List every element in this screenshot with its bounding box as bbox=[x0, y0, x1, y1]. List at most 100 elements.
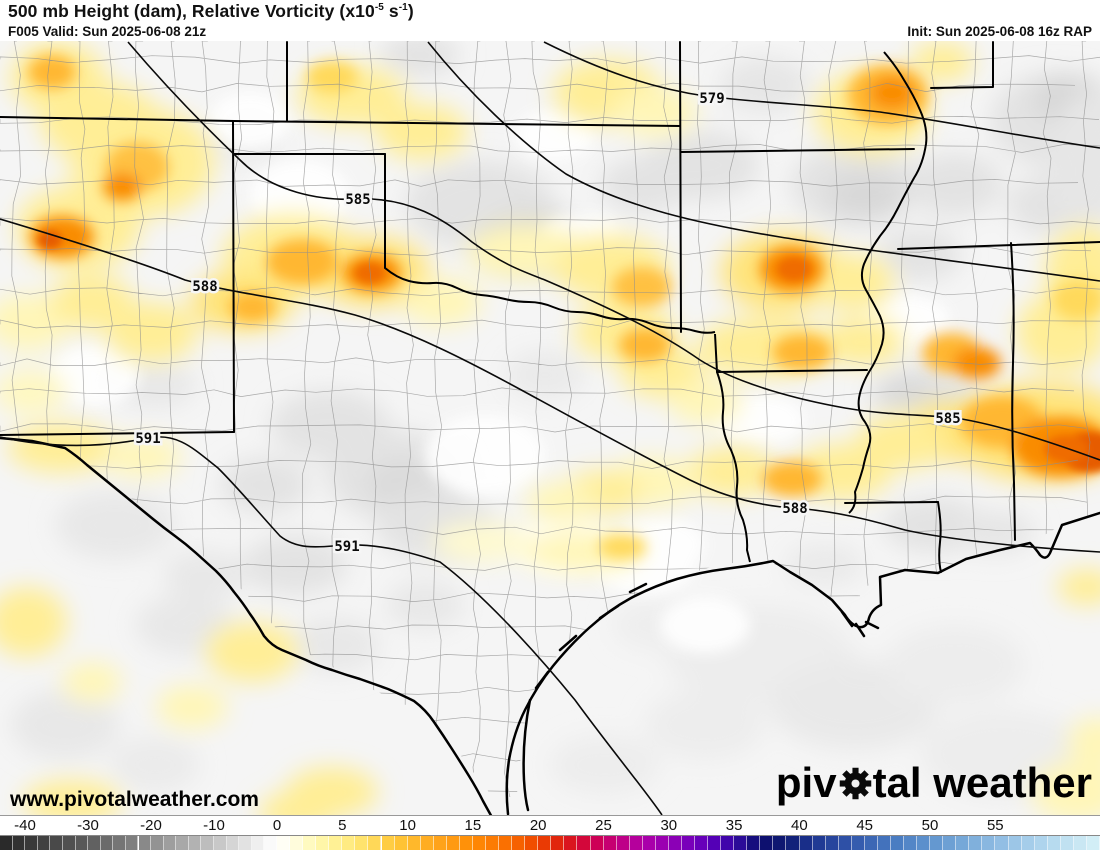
colorbar-cell bbox=[113, 836, 126, 850]
colorbar-cell bbox=[721, 836, 735, 850]
colorbar-cell bbox=[799, 836, 813, 850]
colorbar-cell bbox=[188, 836, 202, 850]
colorbar-cell bbox=[316, 836, 330, 850]
colorbar-cell bbox=[277, 836, 291, 850]
colorbar-cell bbox=[982, 836, 996, 850]
colorbar-cell bbox=[12, 836, 26, 850]
colorbar-cell bbox=[62, 836, 76, 850]
colorbar-cell bbox=[499, 836, 513, 850]
colorbar-cell bbox=[1047, 836, 1061, 850]
contour-582 bbox=[427, 41, 1100, 282]
contour-588 bbox=[0, 218, 1100, 553]
colorbar-cell bbox=[100, 836, 114, 850]
colorbar-cell bbox=[890, 836, 905, 850]
colorbar-cell bbox=[1086, 836, 1100, 850]
page-title: 500 mb Height (dam), Relative Vorticity … bbox=[8, 1, 414, 22]
valid-time-label: F005 Valid: Sun 2025-06-08 21z bbox=[8, 24, 207, 39]
title-superscript-unit: -1 bbox=[398, 2, 408, 14]
colorbar-cell bbox=[956, 836, 970, 850]
colorbar-cell bbox=[1008, 836, 1022, 850]
colorbar-tick-50: 50 bbox=[921, 817, 939, 834]
colorbar-cell bbox=[629, 836, 643, 850]
colorbar-cell bbox=[355, 836, 369, 850]
red-river bbox=[384, 267, 716, 334]
colorbar-cell bbox=[37, 836, 51, 850]
colorbar-cell bbox=[904, 836, 918, 850]
colorbar-cell bbox=[538, 836, 552, 850]
colorbar-cell bbox=[760, 836, 774, 850]
title-text: 500 mb Height (dam), Relative Vorticity … bbox=[8, 1, 375, 21]
colorbar-cell bbox=[125, 836, 139, 850]
colorbar-cell bbox=[590, 836, 604, 850]
colorbar-tick--30: -30 bbox=[77, 817, 99, 834]
colorbar-cell bbox=[642, 836, 656, 850]
colorbar-cell bbox=[433, 836, 447, 850]
colorbar-cell bbox=[838, 836, 852, 850]
colorbar-cell bbox=[0, 836, 13, 850]
colorbar-cell bbox=[88, 836, 101, 850]
contour-label-579: 579 bbox=[699, 91, 724, 107]
county-lines bbox=[0, 41, 1100, 815]
colorbar-cell bbox=[290, 836, 304, 850]
colorbar-tick-15: 15 bbox=[464, 817, 482, 834]
colorbar-cell bbox=[1021, 836, 1035, 850]
colorbar-cell bbox=[226, 836, 240, 850]
colorbar-cell bbox=[459, 836, 473, 850]
colorbar-cell bbox=[472, 836, 486, 850]
colorbar-cell bbox=[512, 836, 526, 850]
colorbar-cell bbox=[525, 836, 539, 850]
map-canvas: 579 585 588 591 591 585 588 www.pivotalweather… bbox=[0, 33, 1100, 832]
colorbar-panel: -40 -30 -20 -10 0 5 10 15 20 25 30 35 40 45 50 55 bbox=[0, 815, 1100, 850]
contour-lines bbox=[0, 41, 1100, 816]
colorbar-cell bbox=[138, 836, 152, 850]
colorbar-cell bbox=[381, 836, 395, 850]
colorbar-cell bbox=[773, 836, 787, 850]
colorbar-cell bbox=[851, 836, 865, 850]
colorbar-cell bbox=[329, 836, 343, 850]
run-info-row: F005 Valid: Sun 2025-06-08 21z Init: Sun… bbox=[8, 24, 1092, 39]
colorbar-tick-5: 5 bbox=[338, 817, 347, 834]
colorbar-cell bbox=[1060, 836, 1074, 850]
colorbar-cell bbox=[564, 836, 578, 850]
weather-map-svg: 579 585 588 591 591 585 588 bbox=[0, 33, 1100, 832]
colorbar-cell bbox=[995, 836, 1009, 850]
colorbar-cell bbox=[486, 836, 500, 850]
colorbar-cell bbox=[446, 836, 460, 850]
colorbar-cell bbox=[668, 836, 682, 850]
colorbar-cell bbox=[681, 836, 696, 850]
colorbar-cell bbox=[577, 836, 591, 850]
logo-text-tal-weather: tal weather bbox=[872, 759, 1092, 806]
colorbar-cell bbox=[25, 836, 38, 850]
colorbar-cell bbox=[812, 836, 826, 850]
colorbar-cell bbox=[969, 836, 983, 850]
logo-text-piv: piv bbox=[775, 759, 837, 806]
contour-585 bbox=[127, 41, 1100, 461]
colorbar-cell bbox=[877, 836, 891, 850]
title-unit: s bbox=[383, 1, 399, 21]
river-borders bbox=[384, 51, 928, 563]
colorbar-cell bbox=[75, 836, 89, 850]
pivotal-weather-logo: piv bbox=[776, 759, 1092, 807]
county-grid bbox=[0, 41, 1100, 815]
title-superscript-exp: -5 bbox=[374, 2, 384, 14]
colorbar-cell bbox=[368, 836, 382, 850]
colorbar-cell bbox=[917, 836, 931, 850]
title-close: ) bbox=[407, 1, 414, 21]
colorbar-bar bbox=[0, 835, 1100, 850]
sabine-river bbox=[714, 333, 751, 563]
colorbar-cell bbox=[825, 836, 839, 850]
state-borders bbox=[0, 41, 1100, 573]
colorbar-tick--10: -10 bbox=[203, 817, 225, 834]
gear-icon bbox=[837, 759, 873, 807]
colorbar-cell bbox=[786, 836, 800, 850]
colorbar-cell bbox=[943, 836, 957, 850]
contour-labels: 579 585 588 591 591 585 588 bbox=[133, 89, 963, 558]
contour-label-588: 588 bbox=[782, 501, 807, 517]
colorbar-cell bbox=[407, 836, 421, 850]
contour-label-585: 585 bbox=[935, 411, 960, 427]
colorbar-cell bbox=[420, 836, 434, 850]
contour-label-585: 585 bbox=[345, 192, 370, 208]
colorbar-tick-25: 25 bbox=[595, 817, 612, 834]
colorbar-cell bbox=[163, 836, 177, 850]
